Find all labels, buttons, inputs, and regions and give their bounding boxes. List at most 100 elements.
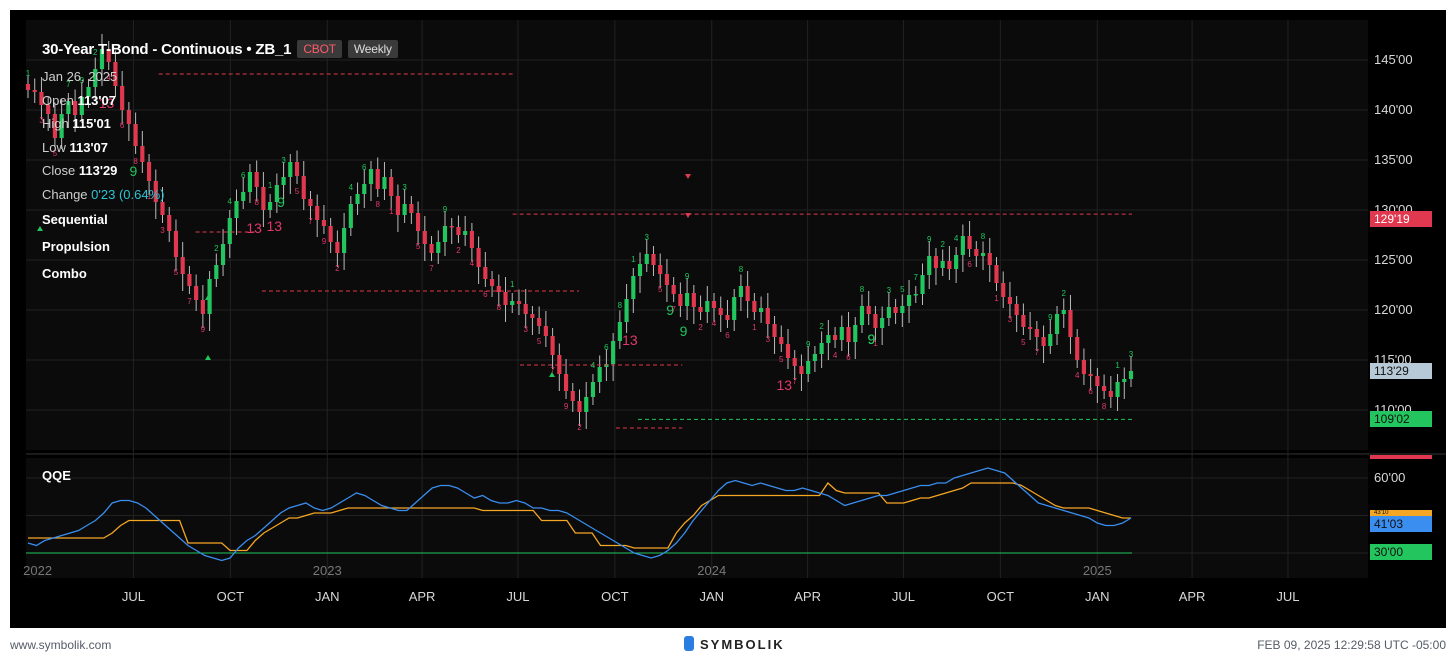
- candle-body: [59, 114, 64, 138]
- candle-body: [631, 276, 636, 299]
- candle-body: [1028, 327, 1033, 329]
- setup-count: 6: [1088, 387, 1093, 396]
- indicator-list: Sequential Propulsion Combo: [42, 206, 110, 287]
- candle-body: [362, 184, 367, 194]
- year-label: 2023: [313, 563, 342, 578]
- x-tick-label: APR: [1179, 589, 1206, 604]
- candle-body: [274, 185, 279, 202]
- setup-count: 8: [376, 200, 381, 209]
- candle-body: [570, 391, 575, 401]
- qqe-slow-line: [28, 482, 1131, 552]
- qqe-slow-price-label: 43'10: [1370, 510, 1432, 516]
- setup-count: 3: [160, 226, 165, 235]
- up-arrow-marker: [205, 355, 211, 360]
- candle-body: [469, 231, 474, 248]
- setup-count: 2: [698, 323, 703, 332]
- candle-body: [913, 294, 918, 296]
- candle-body: [906, 295, 912, 306]
- candle-body: [46, 105, 51, 114]
- close-label: Close: [42, 163, 76, 178]
- setup-count: 5: [53, 149, 58, 158]
- setup-count: 3: [39, 116, 44, 125]
- footer-timestamp: FEB 09, 2025 12:29:58 UTC -05:00: [1257, 638, 1446, 652]
- x-tick-label: JUL: [1276, 589, 1299, 604]
- chart-svg[interactable]: JUL OCT JAN APR JUL OCT JAN APR JUL OCT JAN APR JUL 2…: [10, 10, 1446, 628]
- indicator-propulsion[interactable]: Propulsion: [42, 239, 110, 254]
- candle-body: [530, 314, 535, 318]
- candle-body: [227, 218, 232, 244]
- candle-body: [1001, 283, 1006, 297]
- footer-url[interactable]: www.symbolik.com: [10, 638, 112, 652]
- candle-body: [463, 231, 468, 235]
- open-label: Open: [42, 92, 74, 108]
- setup-count: 6: [120, 121, 125, 130]
- candle-body: [342, 228, 347, 253]
- footer-logo: SYMBOLIK: [684, 636, 785, 652]
- sequential-count: 13: [266, 218, 282, 234]
- setup-count: 3: [645, 233, 650, 242]
- candle-body: [288, 162, 293, 177]
- indicator-combo[interactable]: Combo: [42, 266, 87, 281]
- x-tick-label: OCT: [987, 589, 1015, 604]
- candles: [25, 34, 1134, 429]
- qqe-panel-label: QQE: [42, 468, 71, 483]
- candle-body: [456, 227, 461, 235]
- setup-count: 4: [712, 319, 717, 328]
- setup-count: 8: [618, 301, 623, 310]
- setup-count: 8: [254, 198, 259, 207]
- setup-count: 5: [174, 268, 179, 277]
- candle-body: [792, 358, 797, 366]
- x-tick-label: JUL: [122, 589, 145, 604]
- candle-body: [832, 335, 838, 340]
- open-value: 113'07: [77, 92, 116, 108]
- candle-body: [389, 177, 394, 196]
- candle-body: [355, 194, 360, 204]
- setup-count: 1: [994, 294, 999, 303]
- sequential-count: 9: [129, 163, 137, 179]
- close-value: 113'29: [78, 163, 118, 178]
- candle-body: [732, 297, 737, 320]
- candle-body: [927, 256, 932, 275]
- candle-body: [557, 355, 562, 374]
- candle-body: [510, 301, 515, 305]
- setup-count: 1: [510, 280, 515, 289]
- candle-body: [247, 172, 253, 192]
- x-tick-label: OCT: [217, 589, 245, 604]
- setup-count: 9: [322, 237, 327, 246]
- setup-count: 3: [281, 156, 286, 165]
- x-tick-label: APR: [794, 589, 821, 604]
- ohlc-panel: Jan 26, 2025 Open 113'07 High 115'01 Low…: [42, 65, 164, 206]
- candle-body: [348, 204, 353, 228]
- candle-body: [960, 236, 965, 255]
- setup-count: 3: [1129, 350, 1134, 359]
- candle-body: [409, 204, 414, 213]
- candle-body: [200, 300, 205, 314]
- candle-body: [954, 255, 959, 269]
- timeframe-badge[interactable]: Weekly: [347, 40, 398, 58]
- candle-body: [947, 261, 952, 269]
- setup-count: 5: [658, 285, 663, 294]
- candle-body: [664, 274, 670, 285]
- exchange-badge[interactable]: CBOT: [297, 40, 342, 58]
- candle-body: [126, 110, 131, 124]
- qqe-fast-line: [27, 467, 1132, 562]
- setup-count: 5: [900, 285, 905, 294]
- setup-count: 8: [981, 232, 986, 241]
- candle-body: [738, 286, 743, 297]
- setup-count: 3: [766, 335, 771, 344]
- candle-body: [476, 248, 481, 267]
- indicator-sequential[interactable]: Sequential: [42, 212, 108, 227]
- setup-count: 6: [846, 353, 851, 362]
- setup-count: 2: [819, 322, 824, 331]
- setup-count: 3: [1008, 315, 1013, 324]
- setup-count: 2: [214, 244, 219, 253]
- chart-title: 30-Year T-Bond - Continuous • ZB_1 CBOT We…: [42, 40, 398, 58]
- candle-body: [503, 292, 508, 305]
- current-price-label: 113'29: [1370, 363, 1432, 379]
- candle-body: [718, 308, 723, 315]
- candle-body: [429, 244, 434, 253]
- setup-count: 4: [954, 234, 959, 243]
- setup-count: 2: [577, 423, 582, 432]
- candle-body: [597, 367, 602, 382]
- setup-count: 9: [927, 235, 932, 244]
